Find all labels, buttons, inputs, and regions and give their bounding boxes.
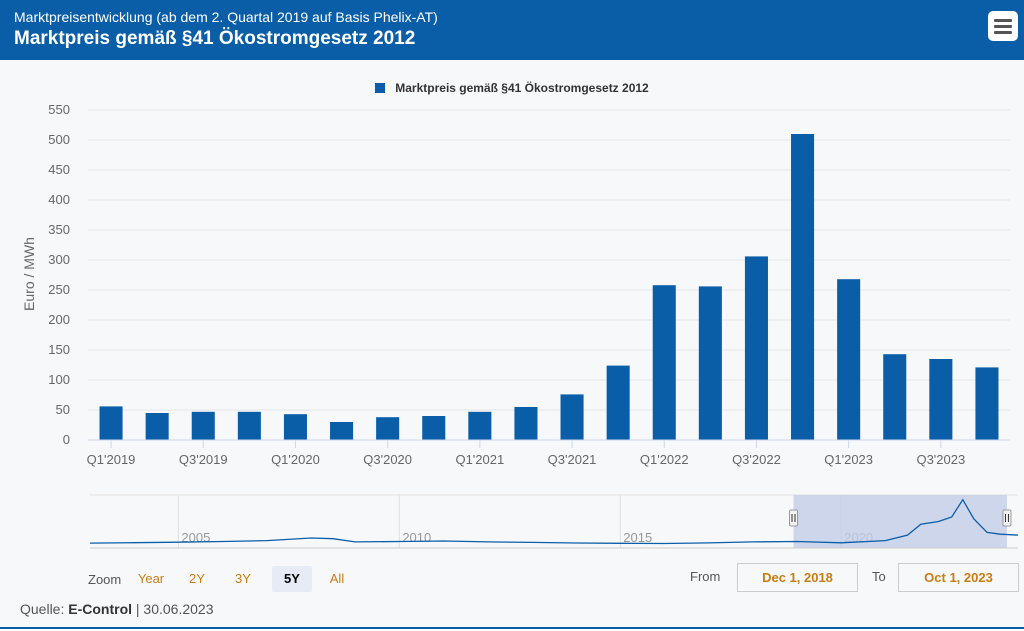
bar-series	[88, 134, 1010, 441]
y-tick-label: 50	[56, 402, 70, 417]
bar-Q4'2020[interactable]	[422, 416, 446, 440]
zoom-year-button[interactable]: Year	[137, 571, 165, 586]
bar-Q3'2021[interactable]	[560, 394, 584, 440]
y-tick-label: 300	[48, 252, 70, 267]
y-axis-label: Euro / MWh	[21, 237, 37, 311]
source-name: E-Control	[68, 601, 133, 617]
bar-Q1'2022[interactable]	[652, 285, 676, 440]
x-tick-label: Q1'2022	[640, 452, 689, 467]
chart-title: Marktpreis gemäß §41 Ökostromgesetz 2012	[14, 28, 416, 49]
x-tick-label: Q3'2022	[732, 452, 781, 467]
navigator-year-label: 2005	[181, 530, 210, 545]
x-tick-label: Q3'2020	[363, 452, 412, 467]
navigator-right-handle[interactable]	[1002, 509, 1012, 527]
bar-Q1'2021[interactable]	[468, 411, 492, 440]
chart-subtitle: Marktpreisentwicklung (ab dem 2. Quartal…	[14, 9, 438, 25]
bar-Q3'2019[interactable]	[191, 411, 215, 440]
bar-Q2'2019[interactable]	[145, 413, 169, 440]
legend-swatch	[375, 83, 386, 93]
zoom-2y-button[interactable]: 2Y	[189, 571, 205, 586]
navigator-year-label: 2015	[623, 530, 652, 545]
range-from-input[interactable]: Dec 1, 2018	[737, 563, 858, 592]
y-tick-label: 500	[48, 132, 70, 147]
y-tick-label: 400	[48, 192, 70, 207]
navigator-left-handle[interactable]	[789, 509, 799, 527]
chart-legend[interactable]: Marktpreis gemäß §41 Ökostromgesetz 2012	[0, 81, 1024, 95]
bar-Q2'2021[interactable]	[514, 407, 538, 440]
y-tick-label: 150	[48, 342, 70, 357]
range-to-input[interactable]: Oct 1, 2023	[898, 563, 1019, 592]
x-tick-label: Q1'2019	[87, 452, 136, 467]
bar-Q1'2020[interactable]	[283, 414, 307, 440]
grid-lines	[88, 109, 1010, 441]
navigator-selected-range[interactable]	[793, 495, 1007, 548]
y-tick-label: 350	[48, 222, 70, 237]
bar-chart: 0 50 100 150 200 250 300 350 400 450 500 550 Q1'201…	[21, 102, 1010, 467]
navigator-series-line	[89, 498, 1019, 545]
bar-Q1'2023[interactable]	[837, 279, 861, 440]
bar-Q2'2020[interactable]	[330, 422, 354, 440]
x-tick-label: Q1'2023	[824, 452, 873, 467]
y-tick-label: 0	[63, 432, 70, 447]
x-axis-ticks: Q1'2019 Q3'2019 Q1'2020 Q3'2020 Q1'2021 Q3'20…	[87, 440, 965, 467]
y-tick-label: 450	[48, 162, 70, 177]
source-note: Quelle: E-Control | 30.06.2023	[20, 601, 214, 617]
chart-header: Marktpreisentwicklung (ab dem 2. Quartal…	[0, 0, 1024, 60]
source-suffix: | 30.06.2023	[132, 601, 214, 617]
navigator-year-label: 2010	[402, 530, 431, 545]
zoom-5y-button[interactable]: 5Y	[272, 566, 312, 592]
bar-Q3'2020[interactable]	[376, 417, 400, 440]
range-from-label: From	[690, 569, 721, 584]
bar-Q3'2023[interactable]	[929, 359, 953, 440]
navigator[interactable]: 2005201020152020	[0, 490, 1024, 560]
x-tick-label: Q3'2021	[548, 452, 597, 467]
bar-Q2'2022[interactable]	[698, 286, 722, 440]
bar-Q4'2023[interactable]	[975, 367, 999, 440]
x-tick-label: Q3'2023	[916, 452, 965, 467]
bar-Q4'2021[interactable]	[606, 365, 630, 440]
y-tick-label: 250	[48, 282, 70, 297]
x-tick-label: Q1'2020	[271, 452, 320, 467]
zoom-3y-button[interactable]: 3Y	[235, 571, 251, 586]
x-tick-label: Q1'2021	[455, 452, 504, 467]
range-to-label: To	[872, 569, 886, 584]
y-tick-label: 200	[48, 312, 70, 327]
bar-Q4'2019[interactable]	[237, 411, 261, 440]
chart-panel: Marktpreis gemäß §41 Ökostromgesetz 2012…	[0, 60, 1024, 629]
source-prefix: Quelle:	[20, 601, 69, 617]
y-tick-label: 550	[48, 102, 70, 117]
bar-Q2'2023[interactable]	[883, 354, 907, 440]
y-tick-label: 100	[48, 372, 70, 387]
bar-Q3'2022[interactable]	[744, 256, 768, 440]
hamburger-menu-icon[interactable]	[988, 11, 1018, 41]
y-axis-ticks: 0 50 100 150 200 250 300 350 400 450 500 550	[48, 102, 70, 447]
zoom-label: Zoom	[88, 572, 122, 587]
bar-Q1'2019[interactable]	[99, 406, 123, 440]
zoom-all-button[interactable]: All	[329, 571, 345, 586]
x-tick-label: Q3'2019	[179, 452, 228, 467]
legend-label: Marktpreis gemäß §41 Ökostromgesetz 2012	[395, 81, 649, 95]
bar-Q4'2022[interactable]	[791, 134, 815, 440]
